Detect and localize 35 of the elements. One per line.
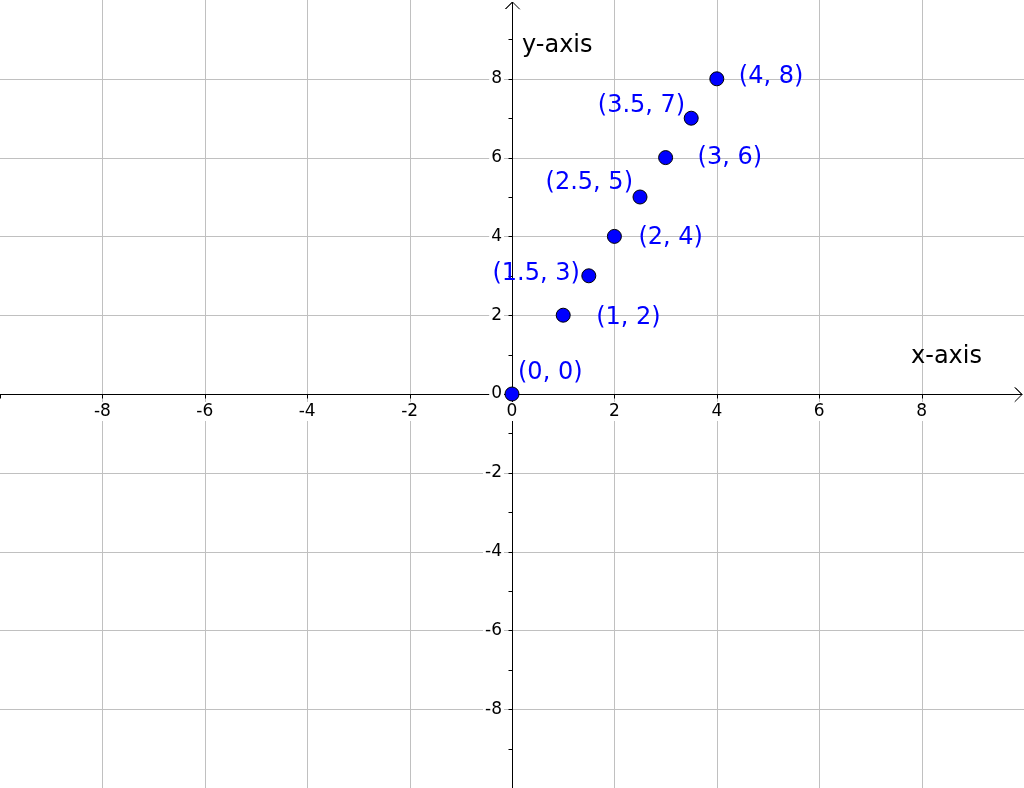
y-tick-label: 0 [491, 382, 502, 403]
x-tick-label: -2 [401, 399, 419, 420]
y-axis-title: y-axis [522, 30, 593, 58]
y-tick-label: -2 [485, 461, 502, 482]
x-tick-label: -8 [93, 399, 111, 420]
data-label: (2, 4) [638, 221, 703, 250]
x-tick-label: -4 [298, 399, 316, 420]
y-tick-label: 4 [491, 224, 502, 245]
y-tick-label: 6 [491, 146, 502, 167]
point [632, 189, 648, 205]
data-label: (0, 0) [518, 357, 583, 386]
y-tick-label: 8 [491, 67, 502, 88]
y-tick-label: 2 [491, 303, 502, 324]
point [581, 268, 597, 284]
point [504, 386, 520, 402]
point [658, 150, 674, 166]
point [555, 307, 571, 323]
point [606, 228, 622, 244]
x-tick-label: 4 [711, 399, 723, 420]
x-tick-label: 6 [813, 399, 825, 420]
data-label: (3, 6) [697, 141, 763, 170]
x-tick-label: -6 [196, 399, 214, 420]
data-label: (1, 2) [596, 302, 661, 331]
x-tick-label: 0 [506, 399, 518, 420]
x-tick-label: 2 [608, 399, 620, 420]
point [683, 110, 699, 126]
x-tick-label: 8 [916, 399, 928, 420]
point [709, 71, 725, 87]
y-tick-label: -6 [485, 618, 502, 639]
data-label: (4, 8) [738, 61, 804, 90]
data-label: (2.5, 5) [545, 167, 633, 196]
y-tick-label: -4 [485, 540, 502, 561]
x-axis-title: x-axis [911, 341, 982, 369]
data-label: (3.5, 7) [597, 90, 686, 119]
y-tick-label: -8 [485, 697, 502, 718]
